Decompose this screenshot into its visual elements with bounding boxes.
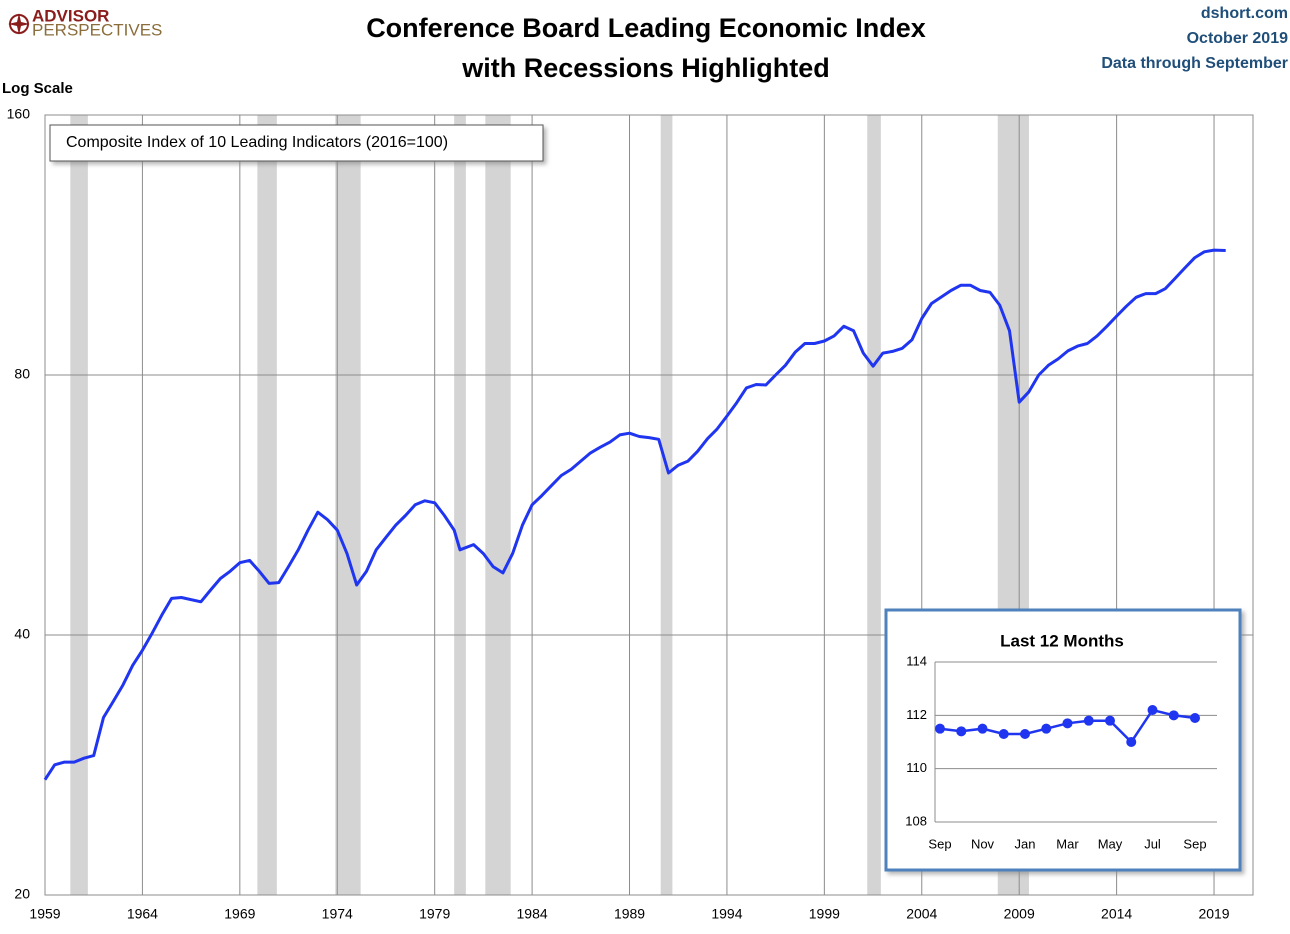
x-tick-label: 1994 (711, 906, 742, 922)
recession-band (485, 115, 511, 895)
y-tick-label: 80 (14, 366, 30, 382)
data-note: Data through September (1101, 55, 1288, 72)
y-tick-label: 20 (14, 886, 30, 902)
x-tick-label: Nov (971, 836, 995, 851)
x-tick-label: Sep (928, 836, 951, 851)
inset-title: Last 12 Months (1000, 631, 1124, 650)
y-tick-label: 160 (7, 106, 31, 122)
y-axis-label: Log Scale (2, 80, 73, 97)
x-tick-label: 2004 (906, 906, 937, 922)
x-tick-label: 1979 (419, 906, 450, 922)
point (956, 726, 967, 737)
x-tick-label: 1999 (809, 906, 840, 922)
recession-band (454, 115, 466, 895)
inset-chart: Last 12 Months 108 110 112 114 Sep Nov Jan Mar Ma… (884, 608, 1242, 872)
x-tick-label: 1989 (614, 906, 645, 922)
recession-band (660, 115, 673, 895)
source: dshort.com (1201, 5, 1288, 22)
point (977, 723, 988, 734)
y-tick-label: 40 (14, 626, 30, 642)
point (1168, 710, 1179, 721)
y-tick-label: 114 (906, 653, 927, 668)
chart-title: Conference Board Leading Economic Index (366, 13, 926, 43)
point (935, 723, 945, 734)
x-tick-label: May (1098, 836, 1123, 851)
logo-star (8, 13, 30, 35)
point (1126, 737, 1137, 747)
point (1062, 718, 1073, 729)
point (1041, 723, 1052, 734)
annotation-box (49, 124, 544, 162)
chart-title: with Recessions Highlighted (461, 53, 830, 83)
x-tick-label: 1984 (517, 906, 548, 922)
x-tick-label: 2019 (1198, 906, 1229, 922)
x-tick-label: 1969 (224, 906, 255, 922)
index-line (43, 248, 1226, 781)
x-tick-label: 2014 (1101, 906, 1132, 922)
point (1105, 715, 1115, 726)
y-tick-label: 108 (905, 813, 927, 828)
brand-top: ADVISOR (32, 6, 109, 25)
point (998, 729, 1009, 739)
inset-frame (884, 608, 1242, 872)
point (1083, 715, 1094, 726)
recession-band (867, 115, 881, 895)
annotation: Composite Index of 10 Leading Indicators… (66, 134, 448, 151)
plot-border (44, 114, 1254, 896)
point (1020, 729, 1030, 739)
x-tick-label: 2009 (1004, 906, 1035, 922)
y-tick-label: 110 (906, 760, 927, 775)
point (1190, 713, 1200, 723)
brand-bottom: PERSPECTIVES (32, 20, 162, 39)
x-tick-label: Jul (1144, 836, 1161, 851)
logo: ADVISOR PERSPECTIVES (8, 6, 162, 39)
x-tick-label: 1964 (127, 906, 158, 922)
point (1147, 705, 1158, 715)
recession-band (257, 115, 277, 895)
y-tick-label: 112 (906, 707, 927, 722)
x-tick-label: Jan (1015, 836, 1036, 851)
recession-band (335, 115, 361, 895)
x-tick-label: 1959 (29, 906, 60, 922)
date: October 2019 (1187, 30, 1288, 47)
x-tick-label: 1974 (322, 906, 353, 922)
x-tick-label: Mar (1056, 836, 1079, 851)
x-tick-label: Sep (1183, 836, 1206, 851)
recession-band (70, 115, 88, 895)
